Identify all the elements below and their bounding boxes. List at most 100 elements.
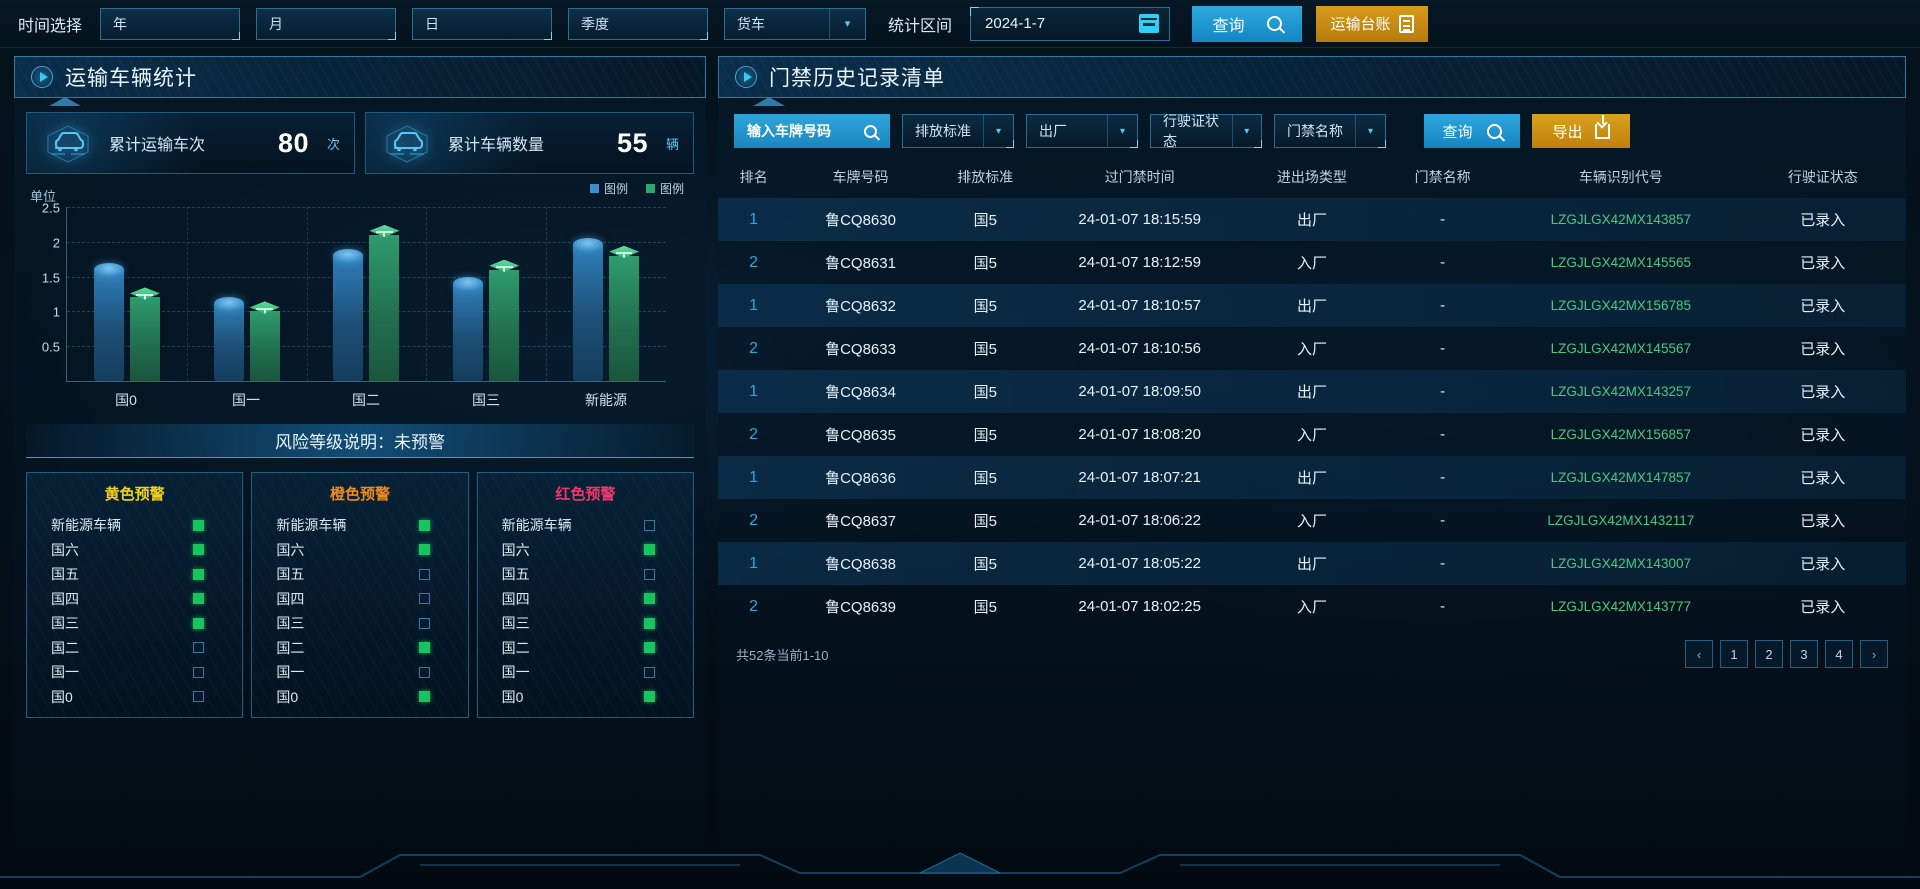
time-segment-day[interactable]: 日 — [412, 7, 553, 40]
pagination-page-3[interactable]: 3 — [1790, 640, 1818, 668]
table-cell-std: 国5 — [973, 513, 997, 530]
chart-bar[interactable] — [609, 245, 640, 381]
time-segment-quarter[interactable]: 季度 — [568, 7, 709, 40]
warning-item-checkbox[interactable] — [418, 519, 430, 531]
time-segment-year[interactable]: 年 — [100, 7, 241, 40]
query-button[interactable]: 查询 — [1192, 5, 1303, 42]
warning-item-checkbox[interactable] — [193, 568, 205, 580]
warning-item-checkbox[interactable] — [193, 544, 205, 556]
warning-item-checkbox[interactable] — [643, 568, 655, 580]
warning-item-checkbox[interactable] — [643, 666, 655, 678]
warning-item-checkbox[interactable] — [193, 593, 205, 605]
table-row[interactable]: 2 鲁CQ8639 国5 24-01-07 18:02:25 入厂 - LZGJLGX42M… — [718, 585, 1906, 628]
warning-item-checkbox[interactable] — [643, 691, 655, 703]
table-cell-time: 24-01-07 18:06:22 — [1078, 512, 1201, 529]
table-cell-status: 已录入 — [1800, 427, 1846, 444]
table-column-header[interactable]: 车牌号码 — [832, 169, 889, 185]
warning-item-checkbox[interactable] — [643, 544, 655, 556]
warning-item-checkbox[interactable] — [418, 666, 430, 678]
table-column-header[interactable]: 行驶证状态 — [1787, 169, 1858, 185]
chart-bar[interactable] — [249, 301, 280, 381]
chart-bar[interactable] — [93, 262, 124, 381]
date-range-input[interactable]: 2024-1-7 — [970, 6, 1171, 41]
table-row[interactable]: 2 鲁CQ8631 国5 24-01-07 18:12:59 入厂 - LZGJLGX42M… — [718, 241, 1906, 284]
pagination-next[interactable]: › — [1860, 640, 1888, 668]
pagination-prev[interactable]: ‹ — [1685, 640, 1713, 668]
warning-item-label: 国三 — [51, 615, 79, 632]
chart-bar-cap — [93, 262, 124, 276]
pagination-page-2[interactable]: 2 — [1755, 640, 1783, 668]
table-export-button[interactable]: 导出 — [1532, 114, 1630, 148]
warning-item-checkbox[interactable] — [193, 691, 205, 703]
filter-factory[interactable]: 出厂 ▾ — [1026, 114, 1138, 148]
table-column-header[interactable]: 门禁名称 — [1414, 169, 1471, 185]
warning-column: 橙色预警 新能源车辆 国六 国五 国四 国三 国二 国一 国0 — [251, 472, 469, 718]
warning-item-checkbox[interactable] — [643, 519, 655, 531]
warning-item-checkbox[interactable] — [643, 593, 655, 605]
warning-item-checkbox[interactable] — [418, 593, 430, 605]
warning-item: 国四 — [27, 587, 242, 612]
warning-item-checkbox[interactable] — [193, 666, 205, 678]
calendar-icon[interactable] — [1129, 8, 1169, 40]
table-row[interactable]: 2 鲁CQ8635 国5 24-01-07 18:08:20 入厂 - LZGJLGX42M… — [718, 413, 1906, 456]
table-row[interactable]: 1 鲁CQ8636 国5 24-01-07 18:07:21 出厂 - LZGJLGX42M… — [718, 456, 1906, 499]
chart-bar-group — [426, 207, 546, 381]
top-toolbar: 时间选择 年 月 日 季度 货车 ▾ 统计区间 2024-1-7 查询 运输台账 — [0, 0, 1920, 48]
pagination-page-1[interactable]: 1 — [1720, 640, 1748, 668]
table-row[interactable]: 1 鲁CQ8634 国5 24-01-07 18:09:50 出厂 - LZGJLGX42M… — [718, 370, 1906, 413]
table-cell-plate: 鲁CQ8630 — [825, 212, 896, 229]
table-column-header[interactable]: 排名 — [739, 169, 768, 185]
warning-item: 国六 — [252, 538, 467, 563]
warning-item-checkbox[interactable] — [643, 617, 655, 629]
chart-bar[interactable] — [489, 259, 520, 381]
table-cell-std: 国5 — [973, 470, 997, 487]
vehicle-type-select[interactable]: 货车 ▾ — [724, 7, 867, 40]
table-column-header[interactable]: 车辆识别代号 — [1578, 169, 1663, 185]
transport-ledger-button[interactable]: 运输台账 — [1316, 5, 1429, 42]
chart-bar[interactable] — [129, 287, 160, 381]
vehicle-type-value: 货车 — [737, 15, 766, 32]
search-icon — [864, 124, 877, 138]
play-marker-icon — [31, 66, 53, 88]
chart-bar[interactable] — [369, 224, 400, 381]
table-export-label: 导出 — [1552, 123, 1583, 141]
warning-item-label: 国三 — [501, 615, 530, 632]
chart-bar-groups — [67, 207, 666, 381]
legend-label-0: 图例 — [603, 182, 628, 196]
warning-item-checkbox[interactable] — [193, 519, 205, 531]
chevron-down-icon: ▾ — [983, 115, 1013, 147]
warning-item-checkbox[interactable] — [643, 642, 655, 654]
filter-gate-name[interactable]: 门禁名称 ▾ — [1274, 114, 1386, 148]
table-cell-rank: 1 — [749, 210, 759, 228]
warning-item-checkbox[interactable] — [418, 642, 430, 654]
chart-bar[interactable] — [333, 248, 364, 381]
table-row[interactable]: 2 鲁CQ8637 国5 24-01-07 18:06:22 入厂 - LZGJLGX42M… — [718, 499, 1906, 542]
filter-emission-standard[interactable]: 排放标准 ▾ — [902, 114, 1014, 148]
chart-legend: 图例 图例 — [589, 180, 684, 197]
warning-item-checkbox[interactable] — [193, 617, 205, 629]
warning-item-checkbox[interactable] — [193, 642, 205, 654]
warning-item-checkbox[interactable] — [418, 617, 430, 629]
table-row[interactable]: 1 鲁CQ8632 国5 24-01-07 18:10:57 出厂 - LZGJLGX42M… — [718, 284, 1906, 327]
warning-item-checkbox[interactable] — [418, 568, 430, 580]
table-query-button[interactable]: 查询 — [1424, 114, 1520, 148]
warning-item-checkbox[interactable] — [418, 544, 430, 556]
plate-search-input[interactable]: 输入车牌号码 — [734, 114, 890, 148]
table-query-label: 查询 — [1442, 123, 1473, 141]
table-row[interactable]: 2 鲁CQ8633 国5 24-01-07 18:10:56 入厂 - LZGJLGX42M… — [718, 327, 1906, 370]
filter-license-status[interactable]: 行驶证状态 ▾ — [1150, 113, 1262, 149]
chart-bar[interactable] — [573, 238, 604, 381]
time-segment-month[interactable]: 月 — [256, 7, 397, 40]
table-cell-plate: 鲁CQ8634 — [825, 384, 896, 401]
chart-bar[interactable] — [213, 297, 244, 381]
warning-item-checkbox[interactable] — [418, 691, 430, 703]
table-column-header[interactable]: 进出场类型 — [1276, 169, 1347, 185]
table-row[interactable]: 1 鲁CQ8638 国5 24-01-07 18:05:22 出厂 - LZGJLGX42M… — [718, 542, 1906, 585]
pagination-page-4[interactable]: 4 — [1825, 640, 1853, 668]
table-row[interactable]: 1 鲁CQ8630 国5 24-01-07 18:15:59 出厂 - LZGJLGX42M… — [718, 198, 1906, 241]
table-column-header[interactable]: 过门禁时间 — [1104, 169, 1175, 185]
legend-entry-1: 图例 — [645, 180, 684, 197]
chart-bar[interactable] — [453, 276, 484, 381]
warning-item-label: 新能源车辆 — [51, 517, 121, 534]
table-column-header[interactable]: 排放标准 — [957, 169, 1014, 185]
